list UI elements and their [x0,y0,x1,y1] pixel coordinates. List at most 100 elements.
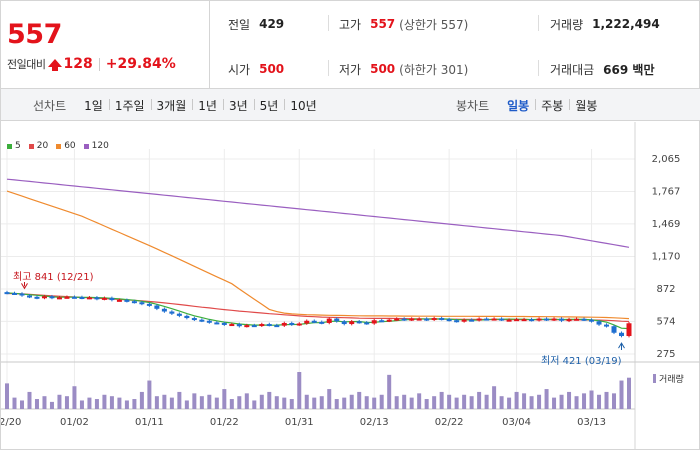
candle-body [146,303,152,306]
volume-bar [124,400,129,409]
low-label: 저가 [339,62,362,77]
high-price: 고가 557 (상한가 557) [339,15,468,33]
candle-body [176,313,182,316]
change-label: 전일대비 [7,58,46,71]
volume-bar [274,396,279,409]
tab-line-6[interactable]: 10년 [284,97,322,114]
stock-chart: 5 20 60 120 2,065 1,767 1,469 1,170 872 574 275 12… [1,122,700,450]
volume-bar [619,380,624,409]
high-label: 고가 [339,17,362,32]
candle-body [64,296,70,299]
candle-body [131,301,137,304]
volume-bar [132,399,137,409]
candle-body [56,297,62,300]
volume-bar [462,394,467,409]
candle-body [154,305,160,309]
change-row: 전일대비 128 +29.84% [7,55,176,73]
legend-label: 20 [36,141,49,151]
legend-swatch [83,143,89,149]
volume-bar [574,396,579,409]
lower-limit: (하한가 301) [399,62,469,77]
volume-bar [552,397,557,409]
tab-line-5[interactable]: 5년 [253,97,285,114]
legend-label: 120 [91,141,109,151]
volume-bar [612,393,617,409]
volume-bar [139,391,144,409]
divider [98,57,100,71]
tab-line-3[interactable]: 1년 [192,97,223,114]
candle-body [536,318,542,321]
candle-body [431,318,437,321]
candle-body [26,295,32,298]
candle-body [124,299,130,302]
volume-bar [312,397,317,409]
candle-body [619,332,625,337]
legend-swatch [7,143,12,149]
volume-bar [79,400,84,409]
tab-line-1[interactable]: 1주일 [108,97,151,114]
candle-body [214,322,220,325]
chart-canvas: 2,065 1,767 1,469 1,170 872 574 275 12/20 01/02 0… [1,122,700,450]
volume-bar [109,396,114,409]
volume-bar [214,397,219,409]
amount-label: 거래대금 [550,62,595,77]
candle-body [566,319,572,322]
volume-bar [627,377,631,409]
ma-legend: 5 20 60 120 [7,141,117,151]
candle-body [71,296,77,299]
volume-bar [327,389,332,409]
volume-bar [304,394,309,409]
volume-bar [19,400,24,409]
volume-bar [192,393,197,409]
legend-label: 5 [15,141,21,151]
candle-body [454,320,460,323]
tab-line-4[interactable]: 3년 [222,97,254,114]
volume-bar [529,396,534,409]
legend-ma-60: 60 [56,141,76,151]
x-tick-label: 01/02 [60,417,89,428]
candle-body [349,321,355,325]
volume-bar [319,396,324,409]
candle-body [506,319,512,322]
candle-body [356,321,362,324]
volume-bar [432,396,437,409]
candle-body [274,325,280,328]
volume-bar [477,391,482,409]
candle-body [206,320,212,323]
volume: 거래량 1,222,494 [550,15,660,33]
volume-bar [147,380,152,409]
tab-line-2[interactable]: 3개월 [150,97,193,114]
candle-body [236,324,242,327]
candle-body [521,319,527,322]
high-value: 557 [370,17,396,31]
candle-body [604,324,610,327]
tab-line-0[interactable]: 1일 [84,98,103,113]
candle-body [574,318,580,321]
x-tick-label: 01/22 [210,417,239,428]
tab-candle-1[interactable]: 주봉 [535,97,569,114]
candle-body [244,325,250,328]
y-tick-label: 872 [656,284,675,295]
volume-bar [154,396,159,409]
volume-bar [27,391,32,409]
ma120-line [6,178,630,248]
y-tick-label: 1,469 [652,219,681,230]
legend-swatch [56,143,62,149]
volume-value: 1,222,494 [592,17,660,31]
volume-bar [372,397,377,409]
candle-body [4,292,10,295]
volume-bar [582,393,587,409]
candle-body [581,318,587,321]
volume-bar [544,389,549,409]
candle-body [49,296,55,299]
candle-body [364,322,370,325]
candle-body [476,318,482,321]
volume-bar [522,393,527,409]
tab-candle-2[interactable]: 월봉 [569,97,603,114]
legend-ma-120: 120 [83,141,109,151]
candle-body [259,324,265,327]
candle-chart-tabs: 봉차트 일봉 주봉 월봉 [456,89,603,121]
legend-ma-5: 5 [7,141,21,151]
y-tick-label: 574 [656,316,675,327]
tab-candle-0[interactable]: 일봉 [507,98,530,113]
